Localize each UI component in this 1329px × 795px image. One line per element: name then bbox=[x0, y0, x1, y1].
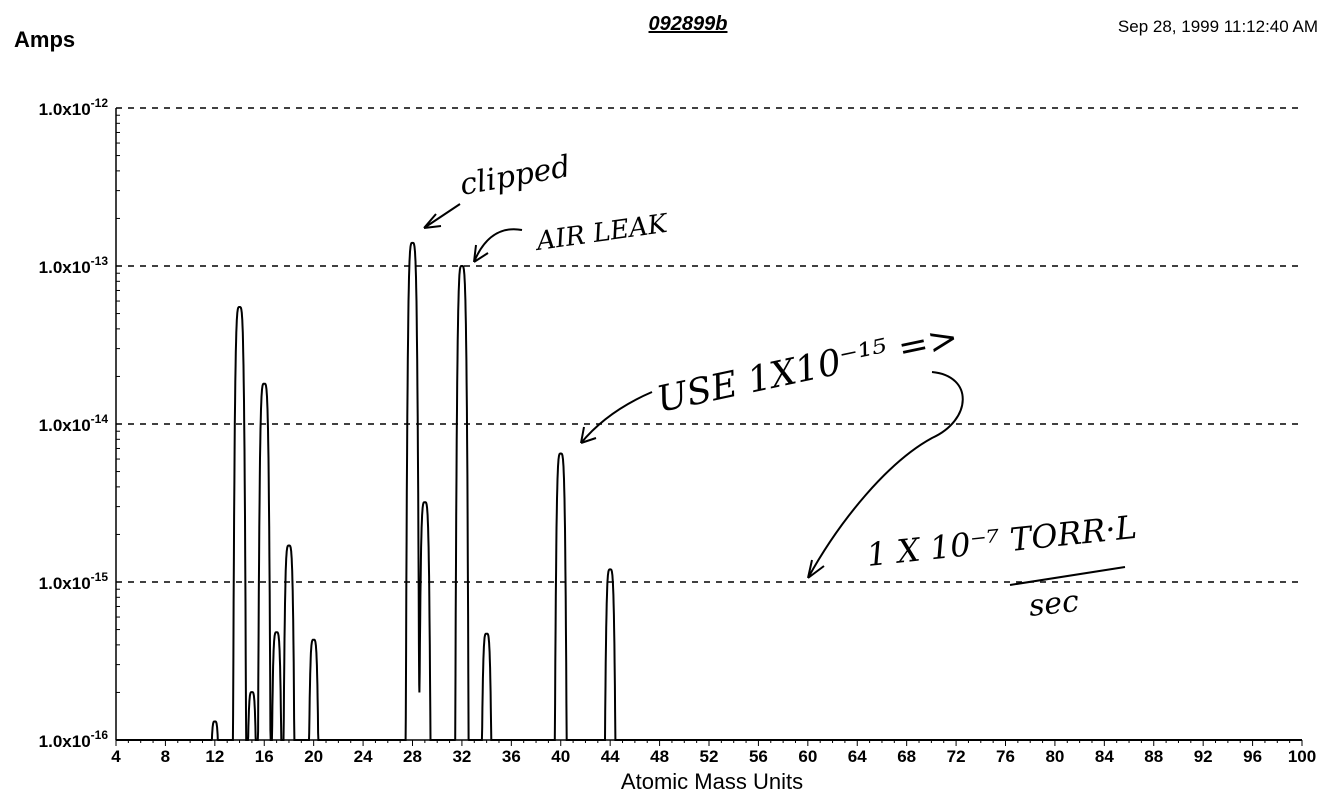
annotation-clipped: clipped bbox=[457, 149, 573, 203]
x-tick-label: 32 bbox=[452, 747, 471, 766]
x-tick-label: 72 bbox=[947, 747, 966, 766]
y-axis-ticks: 1.0x10-16 1.0x10-15 1.0x10-14 1.0x10-13 1.0x… bbox=[39, 96, 120, 751]
y-tick-label: 1.0x10-12 bbox=[39, 96, 109, 119]
y-tick-label: 1.0x10-15 bbox=[39, 570, 109, 593]
x-tick-label: 96 bbox=[1243, 747, 1262, 766]
peak-point bbox=[275, 631, 278, 634]
annotation-denominator: sec bbox=[1027, 584, 1081, 624]
peak-point bbox=[312, 638, 315, 641]
x-tick-label: 48 bbox=[650, 747, 669, 766]
grid-lines bbox=[116, 107, 1302, 583]
handwritten-annotations: clipped AIR LEAK USE 1X10⁻¹⁵ => 1 X 10⁻⁷… bbox=[423, 149, 1139, 624]
x-tick-label: 20 bbox=[304, 747, 323, 766]
peak-point bbox=[423, 501, 426, 504]
x-tick-label: 76 bbox=[996, 747, 1015, 766]
peak-point bbox=[263, 382, 266, 385]
x-tick-label: 100 bbox=[1288, 747, 1316, 766]
x-tick-label: 56 bbox=[749, 747, 768, 766]
x-tick-label: 52 bbox=[700, 747, 719, 766]
x-tick-label: 36 bbox=[502, 747, 521, 766]
x-axis-label: Atomic Mass Units bbox=[621, 769, 803, 794]
peak-point bbox=[460, 265, 463, 268]
timestamp: Sep 28, 1999 11:12:40 AM bbox=[1118, 17, 1318, 36]
x-tick-label: 84 bbox=[1095, 747, 1114, 766]
x-tick-label: 12 bbox=[205, 747, 224, 766]
annotation-pressure-value: 1 X 10⁻⁷ TORR·L bbox=[865, 508, 1139, 574]
peak-point bbox=[238, 306, 241, 309]
x-tick-label: 8 bbox=[161, 747, 170, 766]
x-tick-label: 64 bbox=[848, 747, 867, 766]
x-tick-label: 92 bbox=[1194, 747, 1213, 766]
annotation-fraction-bar bbox=[1009, 566, 1126, 586]
x-tick-label: 60 bbox=[798, 747, 817, 766]
peak-point bbox=[287, 544, 290, 547]
x-tick-label: 68 bbox=[897, 747, 916, 766]
peak-point bbox=[250, 691, 253, 694]
x-tick-label: 28 bbox=[403, 747, 422, 766]
annotation-arrow-clipped bbox=[423, 203, 461, 229]
y-axis-unit-label: Amps bbox=[14, 27, 75, 52]
peak-point bbox=[411, 241, 414, 244]
x-tick-label: 88 bbox=[1144, 747, 1163, 766]
y-tick-label: 1.0x10-16 bbox=[39, 728, 109, 751]
y-tick-label: 1.0x10-13 bbox=[39, 254, 109, 277]
chart-title: 092899b bbox=[649, 13, 728, 35]
x-axis-ticks: 4 8 12 16 20 24 28 32 36 40 44 48 52 56 60 64 68 72 76 80 84… bbox=[111, 740, 1316, 766]
x-tick-label: 4 bbox=[111, 747, 121, 766]
y-tick-label: 1.0x10-14 bbox=[39, 412, 109, 435]
x-tick-label: 80 bbox=[1045, 747, 1064, 766]
x-tick-label: 24 bbox=[354, 747, 373, 766]
annotation-arrow-use-value bbox=[580, 391, 653, 444]
annotation-arrow-air-leak bbox=[473, 228, 523, 263]
annotation-arrow-to-60 bbox=[807, 371, 964, 579]
peak-point bbox=[213, 720, 216, 723]
peak-point bbox=[609, 568, 612, 571]
x-tick-label: 16 bbox=[255, 747, 274, 766]
peak-point bbox=[485, 632, 488, 635]
spectrum-trace bbox=[116, 241, 1302, 741]
annotation-use-value: USE 1X10⁻¹⁵ => bbox=[653, 317, 962, 421]
x-tick-label: 40 bbox=[551, 747, 570, 766]
annotation-air-leak: AIR LEAK bbox=[533, 209, 671, 257]
peak-point bbox=[559, 452, 562, 455]
x-tick-label: 44 bbox=[601, 747, 620, 766]
